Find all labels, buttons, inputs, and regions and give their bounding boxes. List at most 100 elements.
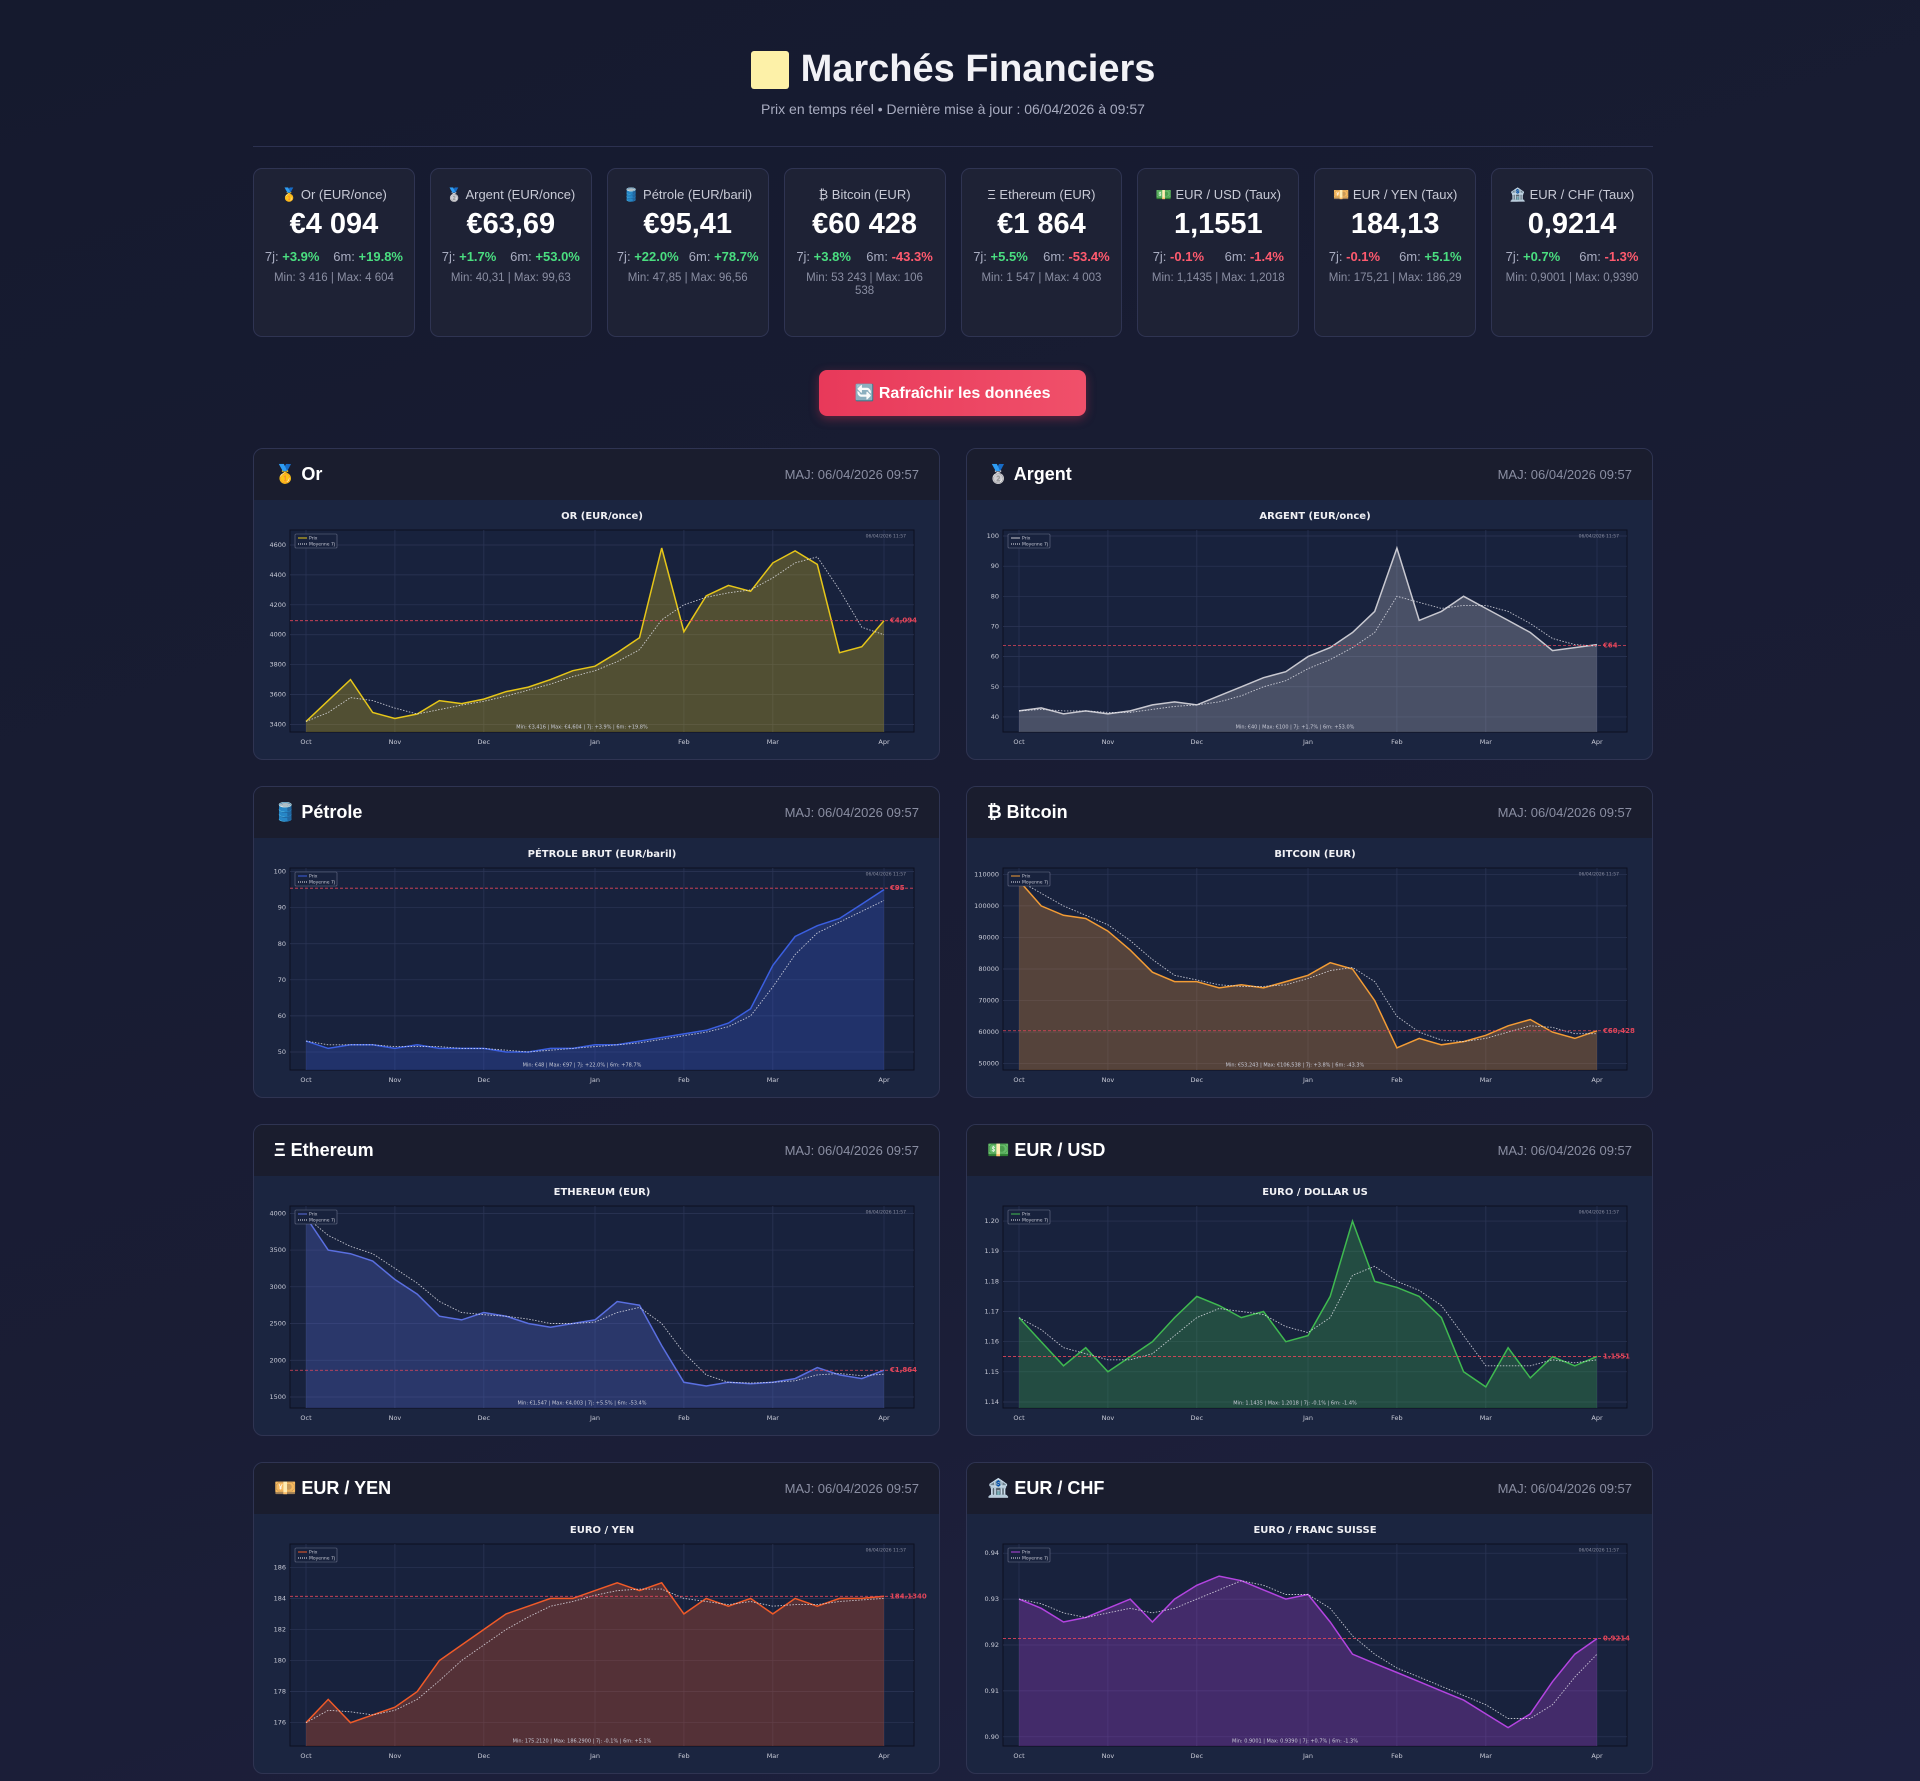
y-tick-label: 70: [991, 622, 999, 630]
change-value: +5.5%: [990, 249, 1028, 264]
card-value: €4 094: [289, 208, 379, 240]
change: 6m: +5.1%: [1399, 249, 1462, 264]
x-tick-label: Feb: [678, 1076, 690, 1084]
x-tick-label: Oct: [300, 1414, 312, 1422]
x-tick-label: Nov: [389, 1414, 402, 1422]
change: 6m: -1.4%: [1225, 249, 1284, 264]
change: 6m: -43.3%: [866, 249, 933, 264]
card-label: ₿ Bitcoin (EUR): [818, 187, 911, 202]
average-line: [1018, 595, 1598, 713]
legend-label: Moyenne 7j: [309, 880, 335, 886]
x-tick-label: Apr: [878, 1414, 890, 1422]
current-label: €95: [889, 884, 905, 892]
x-tick-label: Dec: [478, 738, 491, 746]
change: 7j: -0.1%: [1153, 249, 1204, 264]
panel-header: 🥇 Or MAJ: 06/04/2026 09:57: [254, 449, 939, 500]
y-tick-label: 50000: [978, 1060, 999, 1068]
dashboard: Marchés Financiers Prix en temps réel • …: [253, 0, 1653, 1774]
change-value: +19.8%: [358, 249, 403, 264]
x-tick-label: Nov: [1102, 1076, 1115, 1084]
x-tick-label: Nov: [1102, 1752, 1115, 1760]
y-tick-label: 100: [987, 532, 999, 540]
change: 7j: +5.5%: [973, 249, 1028, 264]
chart-title: PÉTROLE BRUT (EUR/baril): [528, 847, 677, 860]
legend-label: Prix: [1022, 1212, 1031, 1218]
panel-title: 🥈 Argent: [987, 464, 1072, 484]
change: 7j: +22.0%: [617, 249, 679, 264]
y-tick-label: 3600: [269, 691, 286, 699]
x-tick-label: Feb: [1391, 1752, 1403, 1760]
card-changes: 7j: -0.1% 6m: -1.4%: [1142, 249, 1294, 264]
chart-timestamp: 06/04/2026 11:57: [1579, 1210, 1619, 1216]
change-label: 6m:: [1043, 249, 1065, 264]
y-tick-label: 60: [991, 653, 999, 661]
change-label: 7j:: [796, 249, 811, 264]
change-value: -1.4%: [1249, 249, 1284, 264]
chart-timestamp: 06/04/2026 11:57: [866, 534, 906, 540]
change-label: 7j:: [1505, 249, 1520, 264]
panel-updated: MAJ: 06/04/2026 09:57: [1497, 805, 1632, 820]
legend-label: Moyenne 7j: [309, 1218, 335, 1224]
chart: EURO / FRANC SUISSE 0.90 0.91 0.92 0.93 0.94 O…: [985, 1525, 1631, 1760]
chart-title: ETHEREUM (EUR): [554, 1187, 651, 1198]
card-value: 0,9214: [1527, 208, 1617, 240]
x-tick-label: Dec: [1191, 1076, 1204, 1084]
change-value: -43.3%: [891, 249, 933, 264]
page-title: Marchés Financiers: [800, 48, 1156, 90]
y-tick-label: 70: [278, 976, 286, 984]
chart-title: ARGENT (EUR/once): [1259, 511, 1370, 522]
y-tick-label: 1500: [269, 1393, 286, 1401]
x-tick-label: Jan: [1302, 1076, 1313, 1084]
chart-panel: 💴 EUR / YEN MAJ: 06/04/2026 09:57 EURO / Y…: [253, 1462, 940, 1774]
change: 6m: +19.8%: [333, 249, 403, 264]
y-tick-label: 80: [991, 592, 999, 600]
legend-label: Prix: [1022, 536, 1031, 542]
card-value: 1,1551: [1173, 208, 1263, 240]
panel-title: 🛢️ Pétrole: [274, 802, 363, 822]
change-label: 7j:: [973, 249, 987, 264]
change: 7j: +0.7%: [1506, 249, 1561, 264]
chart-title: OR (EUR/once): [561, 511, 643, 522]
y-tick-label: 0.93: [985, 1595, 999, 1603]
x-tick-label: Oct: [300, 1752, 312, 1760]
card-value: €1 864: [997, 208, 1086, 240]
y-tick-label: 90: [991, 562, 999, 570]
refresh-button[interactable]: 🔄 Rafraîchir les données: [819, 370, 1086, 416]
x-tick-label: Mar: [767, 1414, 780, 1422]
change-label: 6m:: [866, 249, 888, 264]
x-tick-label: Dec: [1191, 1752, 1204, 1760]
panel-updated: MAJ: 06/04/2026 09:57: [784, 467, 919, 482]
x-tick-label: Feb: [678, 738, 690, 746]
header: Marchés Financiers Prix en temps réel • …: [253, 0, 1653, 147]
area-fill: [306, 1217, 884, 1408]
x-tick-label: Jan: [1302, 738, 1313, 746]
chart-timestamp: 06/04/2026 11:57: [866, 1548, 906, 1554]
y-tick-label: 0.94: [985, 1549, 999, 1557]
x-tick-label: Oct: [1013, 1414, 1025, 1422]
area-fill: [1019, 880, 1597, 1070]
chart-footer: Min: €48 | Max: €97 | 7j: +22.0% | 6m: +…: [523, 1063, 642, 1069]
panel-header: 💵 EUR / USD MAJ: 06/04/2026 09:57: [967, 1125, 1652, 1176]
change: 6m: +53.0%: [510, 249, 580, 264]
card-value: €60 428: [812, 208, 917, 240]
x-tick-label: Apr: [1591, 1752, 1603, 1760]
current-label: €64: [1602, 642, 1618, 650]
x-tick-label: Apr: [878, 1076, 890, 1084]
panel-title: 🥇 Or: [274, 464, 323, 484]
x-tick-label: Mar: [767, 1752, 780, 1760]
legend-label: Moyenne 7j: [309, 1556, 335, 1562]
panel-updated: MAJ: 06/04/2026 09:57: [784, 805, 919, 820]
y-tick-label: 100: [274, 868, 286, 876]
x-tick-label: Apr: [878, 738, 890, 746]
legend-label: Prix: [1022, 874, 1031, 880]
change-value: +0.7%: [1522, 249, 1561, 264]
x-tick-label: Feb: [678, 1752, 690, 1760]
y-tick-label: 182: [274, 1625, 286, 1633]
change-label: 6m:: [333, 249, 355, 264]
chart: OR (EUR/once) 3400 3600 3800 4000 4200 4400 460…: [269, 511, 917, 746]
y-tick-label: 60000: [978, 1028, 999, 1036]
y-tick-label: 1.17: [985, 1308, 999, 1316]
price-line: [1018, 1218, 1598, 1388]
average-line: [305, 900, 885, 1053]
chart-panel: 🛢️ Pétrole MAJ: 06/04/2026 09:57 PÉTROLE B…: [253, 786, 940, 1098]
